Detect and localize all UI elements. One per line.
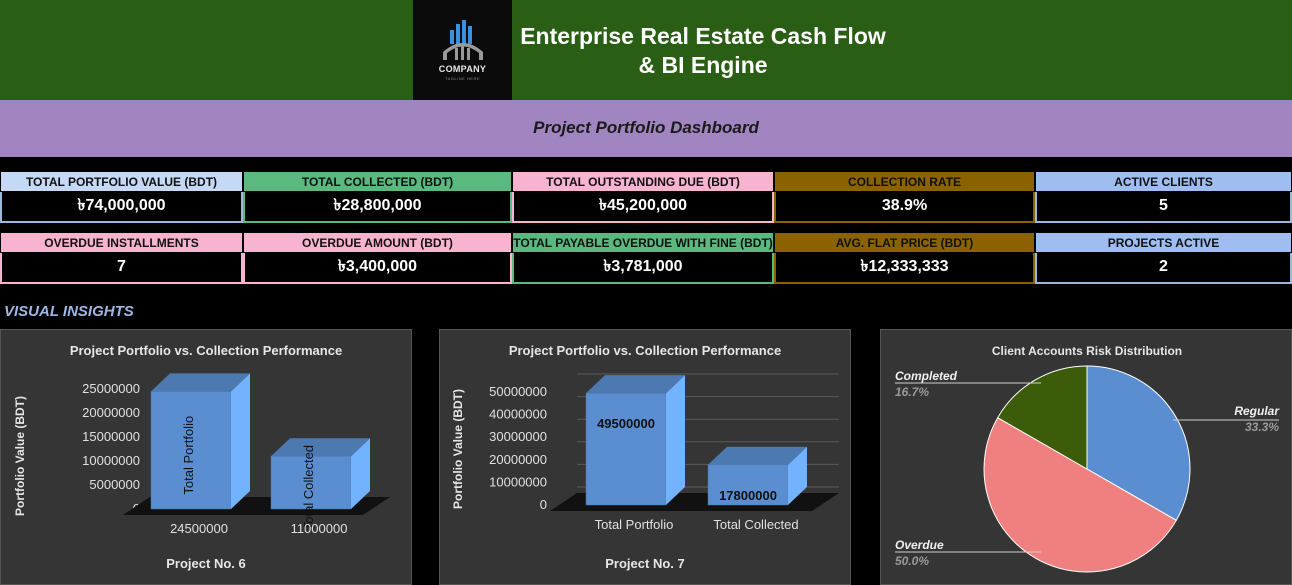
bar-front bbox=[150, 391, 232, 510]
y-tick-label: 0 bbox=[540, 497, 547, 512]
bar-side bbox=[351, 438, 370, 509]
kpi-value: ৳3,781,000 bbox=[512, 253, 774, 284]
bar-chart-project-6: Project Portfolio vs. Collection Perform… bbox=[13, 343, 390, 571]
x-tick-label: Total Portfolio bbox=[595, 517, 674, 532]
kpi-value: ৳3,400,000 bbox=[243, 253, 512, 284]
section-title: VISUAL INSIGHTS bbox=[4, 303, 134, 320]
kpi-total-portfolio-value: TOTAL PORTFOLIO VALUE (BDT) ৳74,000,000 bbox=[0, 171, 243, 223]
y-tick-label: 10000000 bbox=[82, 453, 140, 468]
chart-title: Project Portfolio vs. Collection Perform… bbox=[509, 343, 781, 358]
chart-project-6: Project Portfolio vs. Collection Perform… bbox=[0, 329, 412, 585]
kpi-collection-rate: COLLECTION RATE 38.9% bbox=[774, 171, 1035, 223]
bar-top bbox=[586, 375, 685, 394]
bar-chart-project-7: Project Portfolio vs. Collection Perform… bbox=[451, 343, 839, 571]
data-label: 17800000 bbox=[719, 488, 777, 503]
kpi-label: COLLECTION RATE bbox=[774, 171, 1035, 192]
kpi-value: 5 bbox=[1035, 192, 1292, 223]
chart-risk-distribution: Client Accounts Risk Distribution Regular… bbox=[880, 329, 1292, 585]
kpi-total-outstanding-due: TOTAL OUTSTANDING DUE (BDT) ৳45,200,000 bbox=[512, 171, 774, 223]
page-title: Project Portfolio Dashboard bbox=[533, 118, 759, 137]
pie-slice bbox=[983, 417, 1177, 573]
kpi-total-payable-overdue-with-fine: TOTAL PAYABLE OVERDUE WITH FINE (BDT) ৳3… bbox=[512, 232, 774, 284]
pie-chart-risk-distribution: Client Accounts Risk Distribution Regular… bbox=[895, 344, 1280, 573]
y-axis-label: Portfolio Value (BDT) bbox=[13, 396, 27, 516]
y-tick-label: 30000000 bbox=[489, 429, 547, 444]
bar-top bbox=[151, 373, 250, 392]
kpi-row-1: TOTAL PORTFOLIO VALUE (BDT) ৳74,000,000 … bbox=[0, 171, 1292, 223]
bar bbox=[150, 373, 250, 510]
x-axis-label: Project No. 6 bbox=[166, 556, 245, 571]
kpi-overdue-installments: OVERDUE INSTALLMENTS 7 bbox=[0, 232, 243, 284]
slice-label: Completed bbox=[895, 369, 958, 383]
kpi-avg-flat-price: AVG. FLAT PRICE (BDT) ৳12,333,333 bbox=[774, 232, 1035, 284]
kpi-value: 38.9% bbox=[774, 192, 1035, 223]
kpi-label: ACTIVE CLIENTS bbox=[1035, 171, 1292, 192]
kpi-label: PROJECTS ACTIVE bbox=[1035, 232, 1292, 253]
app-title-line1: Enterprise Real Estate Cash Flow bbox=[520, 23, 886, 49]
app-title: Enterprise Real Estate Cash Flow & BI En… bbox=[512, 22, 894, 80]
y-tick-label: 10000000 bbox=[489, 474, 547, 489]
bar bbox=[270, 438, 370, 510]
y-tick-label: 20000000 bbox=[82, 405, 140, 420]
app-title-line2: & BI Engine bbox=[638, 52, 768, 78]
x-tick-label: 11000000 bbox=[291, 521, 348, 536]
kpi-label: AVG. FLAT PRICE (BDT) bbox=[774, 232, 1035, 253]
kpi-value: ৳74,000,000 bbox=[0, 192, 243, 223]
y-tick-label: 5000000 bbox=[89, 477, 140, 492]
y-tick-label: 15000000 bbox=[82, 429, 140, 444]
slice-percent: 50.0% bbox=[895, 554, 929, 568]
bar-inner-label: Total Collected bbox=[301, 445, 316, 530]
kpi-projects-active: PROJECTS ACTIVE 2 bbox=[1035, 232, 1292, 284]
logo-icon bbox=[443, 20, 483, 60]
kpi-value: 2 bbox=[1035, 253, 1292, 284]
pie-slice bbox=[997, 365, 1088, 470]
data-label: 49500000 bbox=[597, 416, 655, 431]
bar-side bbox=[666, 375, 685, 505]
kpi-overdue-amount: OVERDUE AMOUNT (BDT) ৳3,400,000 bbox=[243, 232, 512, 284]
bar-front bbox=[585, 392, 667, 506]
kpi-row-2: OVERDUE INSTALLMENTS 7 OVERDUE AMOUNT (B… bbox=[0, 232, 1292, 284]
kpi-label: OVERDUE INSTALLMENTS bbox=[0, 232, 243, 253]
kpi-label: OVERDUE AMOUNT (BDT) bbox=[243, 232, 512, 253]
y-tick-label: 50000000 bbox=[489, 384, 547, 399]
kpi-label: TOTAL OUTSTANDING DUE (BDT) bbox=[512, 171, 774, 192]
logo-tagline: TAGLINE HERE bbox=[444, 76, 481, 81]
kpi-value: 7 bbox=[0, 253, 243, 284]
kpi-value: ৳12,333,333 bbox=[774, 253, 1035, 284]
y-tick-label: 40000000 bbox=[489, 407, 547, 422]
bar bbox=[585, 375, 685, 506]
chart-title: Client Accounts Risk Distribution bbox=[992, 344, 1182, 358]
slice-percent: 33.3% bbox=[1245, 420, 1279, 434]
slice-percent: 16.7% bbox=[895, 385, 929, 399]
y-axis-label: Portfolio Value (BDT) bbox=[451, 389, 465, 509]
x-tick-label: 24500000 bbox=[170, 521, 228, 536]
dashboard-banner: Project Portfolio Dashboard bbox=[0, 100, 1292, 157]
x-tick-label: Total Collected bbox=[713, 517, 798, 532]
bar-side bbox=[231, 373, 250, 509]
chart-title: Project Portfolio vs. Collection Perform… bbox=[70, 343, 342, 358]
kpi-total-collected: TOTAL COLLECTED (BDT) ৳28,800,000 bbox=[243, 171, 512, 223]
kpi-value: ৳28,800,000 bbox=[243, 192, 512, 223]
bar bbox=[707, 446, 807, 506]
kpi-label: TOTAL PORTFOLIO VALUE (BDT) bbox=[0, 171, 243, 192]
logo-text: COMPANY bbox=[438, 64, 487, 74]
pie-slice bbox=[1086, 365, 1191, 521]
bar-top bbox=[271, 438, 370, 457]
slice-label: Regular bbox=[1234, 404, 1280, 418]
kpi-label: TOTAL COLLECTED (BDT) bbox=[243, 171, 512, 192]
slice-label: Overdue bbox=[895, 538, 944, 552]
company-logo: COMPANY TAGLINE HERE bbox=[413, 0, 512, 100]
bar-top bbox=[708, 446, 807, 465]
y-tick-label: 20000000 bbox=[489, 452, 547, 467]
app-header: COMPANY TAGLINE HERE Enterprise Real Est… bbox=[0, 0, 1292, 100]
bar-front bbox=[270, 455, 352, 510]
bar-side bbox=[788, 446, 807, 505]
chart-project-7: Project Portfolio vs. Collection Perform… bbox=[439, 329, 851, 585]
kpi-value: ৳45,200,000 bbox=[512, 192, 774, 223]
kpi-active-clients: ACTIVE CLIENTS 5 bbox=[1035, 171, 1292, 223]
bar-inner-label: Total Portfolio bbox=[181, 416, 196, 495]
x-axis-label: Project No. 7 bbox=[605, 556, 684, 571]
kpi-label: TOTAL PAYABLE OVERDUE WITH FINE (BDT) bbox=[512, 232, 774, 253]
y-tick-label: 25000000 bbox=[82, 381, 140, 396]
